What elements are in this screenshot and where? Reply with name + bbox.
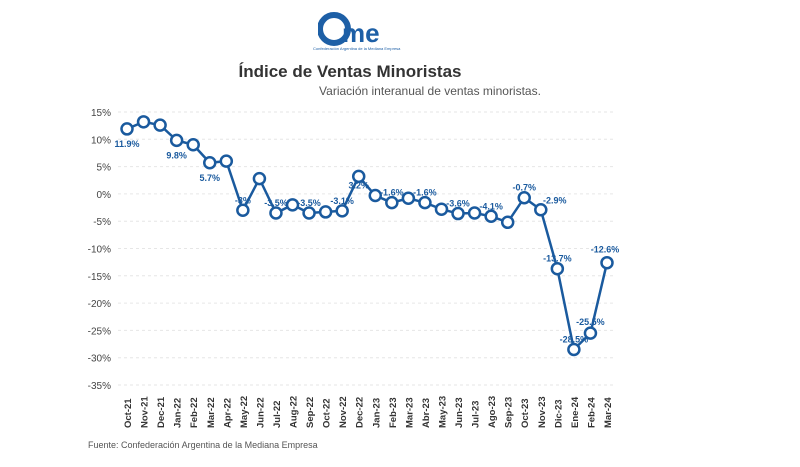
data-point [500,215,515,230]
x-tick-label: May-23 [437,396,448,428]
y-tick-label: -35% [88,381,111,392]
data-point [136,115,151,129]
x-tick-label: Dic-23 [553,399,564,428]
data-label: 9.8% [166,150,187,160]
x-tick-label: Nov-23 [537,396,548,428]
data-label: -3.5% [297,198,321,208]
x-tick-label: Oct-22 [322,398,333,428]
svg-text:me: me [342,18,380,48]
x-tick-label: Mar-23 [404,397,415,428]
y-tick-label: -20% [88,299,111,310]
y-tick-label: -25% [88,326,111,337]
x-tick-label: Mar-24 [603,397,614,428]
data-label: 5.7% [200,173,221,183]
data-point [351,169,366,184]
data-point [517,190,531,205]
data-point [401,191,416,206]
x-tick-label: Mar-22 [206,397,217,428]
data-point [335,204,349,218]
data-label: -4.1% [479,201,503,211]
y-tick-label: 0% [97,190,112,201]
chart-title: Índice de Ventas Minoristas [238,62,462,81]
y-tick-label: -15% [88,272,111,283]
y-tick-label: -5% [93,217,111,228]
data-point [600,255,614,270]
data-label: -3.6% [446,199,470,209]
data-label: 3.2% [348,180,369,190]
y-tick-label: -30% [88,354,111,365]
x-tick-label: Nov-22 [338,396,349,428]
x-tick-label: Sep-23 [504,397,515,428]
x-tick-label: Oct-21 [123,398,134,428]
came-logo: me [318,12,380,48]
data-point [583,326,598,340]
data-point [236,203,250,218]
data-point [368,188,383,203]
y-tick-label: -10% [88,245,111,256]
x-tick-label: May-22 [239,396,250,428]
x-tick-label: Jul-23 [471,401,482,428]
x-tick-label: Jun-22 [255,397,266,428]
data-label: -13.7% [543,254,572,264]
x-tick-label: Ene-24 [570,396,581,428]
data-label: -12.6% [591,245,620,255]
data-point [269,206,283,220]
data-point [219,154,234,168]
data-point [434,202,449,216]
x-tick-label: Jan-23 [371,398,382,428]
y-tick-label: 10% [91,135,111,146]
data-point [467,206,482,220]
data-point [203,156,217,170]
x-tick-label: Nov-21 [140,396,151,428]
data-point [153,118,167,132]
data-point [169,133,184,148]
x-tick-label: Jan-22 [173,398,184,428]
data-label: 11.9% [114,139,139,149]
data-label: -3% [235,195,251,205]
x-tick-label: Dec-21 [156,396,167,428]
data-point [451,206,465,221]
x-tick-label: Jun-23 [454,397,465,428]
x-tick-label: Apr-22 [222,398,233,428]
chart-subtitle: Variación interanual de ventas minorista… [319,84,541,98]
data-point [120,122,134,136]
y-tick-label: 5% [97,163,112,174]
data-label: -25.5% [576,317,605,327]
data-point [484,209,498,224]
logo-tagline: Confederación Argentina de la Mediana Em… [313,46,401,51]
x-tick-label: Aug-22 [289,396,300,428]
x-tick-label: Sep-22 [305,397,316,428]
data-label: -0.7% [512,183,536,193]
data-point [567,342,581,357]
x-tick-label: Oct-23 [520,398,531,428]
data-label: -1.6% [380,188,404,198]
data-point [534,202,548,217]
source-note: Fuente: Confederación Argentina de la Me… [88,440,318,450]
data-point [186,138,200,152]
data-point [550,261,565,276]
x-tick-label: Dec-22 [355,397,366,428]
data-label: -28.5% [560,335,589,345]
data-label: -2.9% [543,196,567,206]
series-line [126,120,609,353]
data-point [302,206,316,220]
x-tick-label: Jul-22 [272,401,283,428]
x-tick-label: Ago-23 [487,396,498,428]
data-point [285,198,300,212]
y-tick-label: 15% [91,108,111,119]
data-label: -3.5% [264,198,288,208]
data-point [318,205,333,219]
data-point [385,195,399,210]
data-label: -1.6% [413,188,437,198]
data-label: -3.1% [330,196,354,206]
x-tick-label: Abr-23 [421,398,432,428]
x-tick-label: Feb-23 [388,397,399,428]
x-tick-label: Feb-24 [586,397,597,428]
x-tick-label: Feb-22 [189,397,200,428]
data-point [418,195,432,210]
data-point [252,171,267,186]
